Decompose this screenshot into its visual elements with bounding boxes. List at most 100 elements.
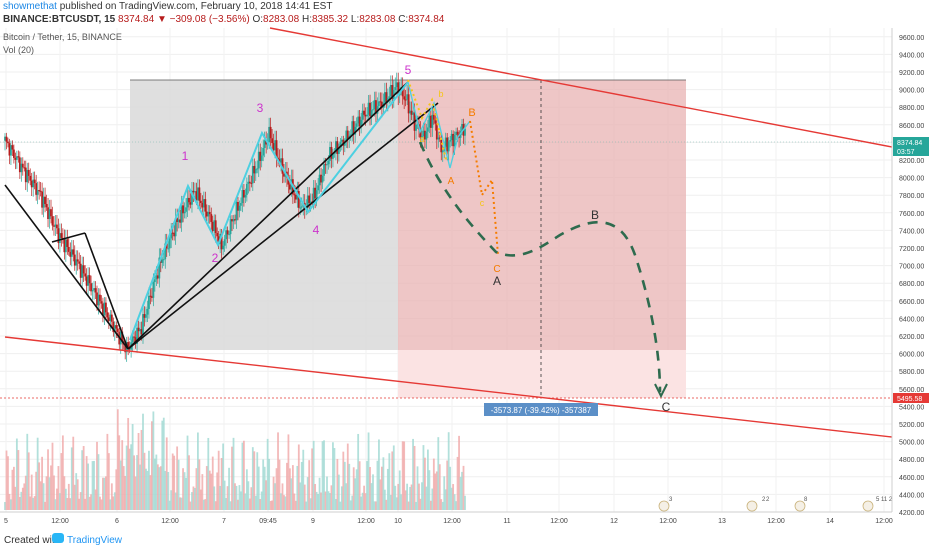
volume-bar — [106, 433, 109, 510]
candle-body — [79, 263, 82, 278]
candle-body — [32, 179, 35, 188]
volume-bar — [296, 465, 299, 510]
volume-bar — [56, 488, 58, 510]
candle-body — [243, 190, 245, 198]
candle-body — [11, 145, 14, 150]
volume-bar — [185, 477, 187, 510]
candle-body — [210, 214, 213, 222]
candle-body — [428, 115, 431, 128]
candle-body — [355, 123, 358, 127]
volume-bar — [191, 492, 193, 510]
volume-bar — [216, 472, 219, 510]
volume-bar — [289, 468, 291, 510]
volume-bar — [180, 497, 183, 510]
volume-bar — [300, 461, 303, 510]
author-link[interactable]: showmethat — [3, 1, 57, 12]
volume-bar — [392, 445, 395, 510]
candle-body — [293, 194, 296, 196]
open-label: O: — [252, 14, 264, 25]
volume-bar — [137, 432, 140, 510]
volume-bar — [167, 471, 170, 510]
volume-bar — [324, 491, 327, 510]
candle-body — [76, 259, 79, 262]
candle-body — [119, 331, 122, 345]
volume-bar — [213, 486, 216, 510]
volume-bar — [226, 486, 229, 510]
x-tick-label: 7 — [222, 518, 226, 525]
candle-body — [287, 177, 290, 185]
candle-body — [306, 195, 309, 208]
volume-bar — [416, 466, 419, 510]
volume-bar — [394, 485, 397, 510]
candle-body — [440, 138, 443, 153]
volume-bar — [378, 439, 380, 510]
volume-bar — [326, 476, 328, 510]
x-tick-label: 11 — [503, 518, 510, 525]
volume-bar — [176, 446, 179, 510]
y-tick-label: 8200.00 — [899, 158, 924, 165]
volume-bar — [407, 501, 410, 510]
volume-bar — [5, 450, 8, 510]
event-badge-count: 2 — [766, 497, 770, 503]
volume-bar — [105, 476, 107, 510]
candle-body — [257, 151, 260, 169]
tradingview-brand-link[interactable]: TradingView — [67, 535, 123, 546]
volume-bar — [13, 466, 15, 510]
volume-bar — [317, 493, 319, 510]
volume-bar — [72, 436, 75, 510]
candle-body — [148, 295, 150, 309]
shade-layer — [0, 79, 892, 399]
volume-bar — [73, 484, 76, 510]
candle-body — [237, 201, 239, 211]
candle-body — [192, 190, 195, 193]
y-tick-label: 5400.00 — [899, 404, 924, 411]
projection-path — [418, 141, 662, 393]
candle-body — [142, 314, 144, 335]
event-badge-icon — [746, 500, 758, 512]
candle-body — [410, 110, 413, 115]
volume-bar — [383, 489, 386, 510]
volume-bar — [388, 453, 391, 510]
volume-bar — [410, 484, 413, 510]
volume-bar — [354, 478, 357, 510]
candle-body — [406, 94, 409, 100]
candle-body — [281, 158, 284, 174]
volume-bar — [85, 456, 88, 510]
candle-body — [134, 337, 137, 344]
volume-bar — [183, 472, 186, 510]
candle-body — [375, 100, 377, 114]
volume-bar — [272, 476, 275, 510]
volume-bar — [432, 458, 435, 510]
volume-bar — [253, 451, 256, 510]
volume-bar — [231, 446, 233, 510]
volume-bar — [243, 440, 245, 510]
candle-body — [403, 96, 406, 100]
candle-body — [56, 224, 58, 229]
candle-body — [289, 184, 291, 190]
volume-bar — [369, 467, 371, 510]
volume-bar — [438, 464, 441, 510]
price-axis-bg — [892, 28, 932, 528]
candle-body — [208, 211, 211, 215]
y-tick-label: 8800.00 — [899, 105, 924, 112]
volume-bar — [395, 497, 398, 510]
volume-bar — [208, 470, 211, 510]
candle-body — [452, 133, 455, 147]
close-label: C: — [398, 14, 409, 25]
candle-body — [343, 142, 346, 146]
volume-bar — [274, 483, 276, 510]
volume-bar — [381, 466, 383, 510]
volume-bar — [179, 497, 181, 510]
candle-body — [324, 164, 327, 166]
volume-bar — [421, 482, 423, 510]
x-tick-label: 09:45 — [259, 518, 277, 525]
candle-body — [204, 199, 207, 212]
volume-bar — [225, 498, 227, 510]
volume-bar — [14, 486, 17, 510]
candle-body — [317, 185, 319, 191]
volume-bar — [415, 501, 417, 510]
volume-bar — [320, 492, 322, 510]
candle-body — [259, 151, 262, 161]
volume-bar — [277, 432, 279, 510]
candle-body — [346, 130, 349, 139]
